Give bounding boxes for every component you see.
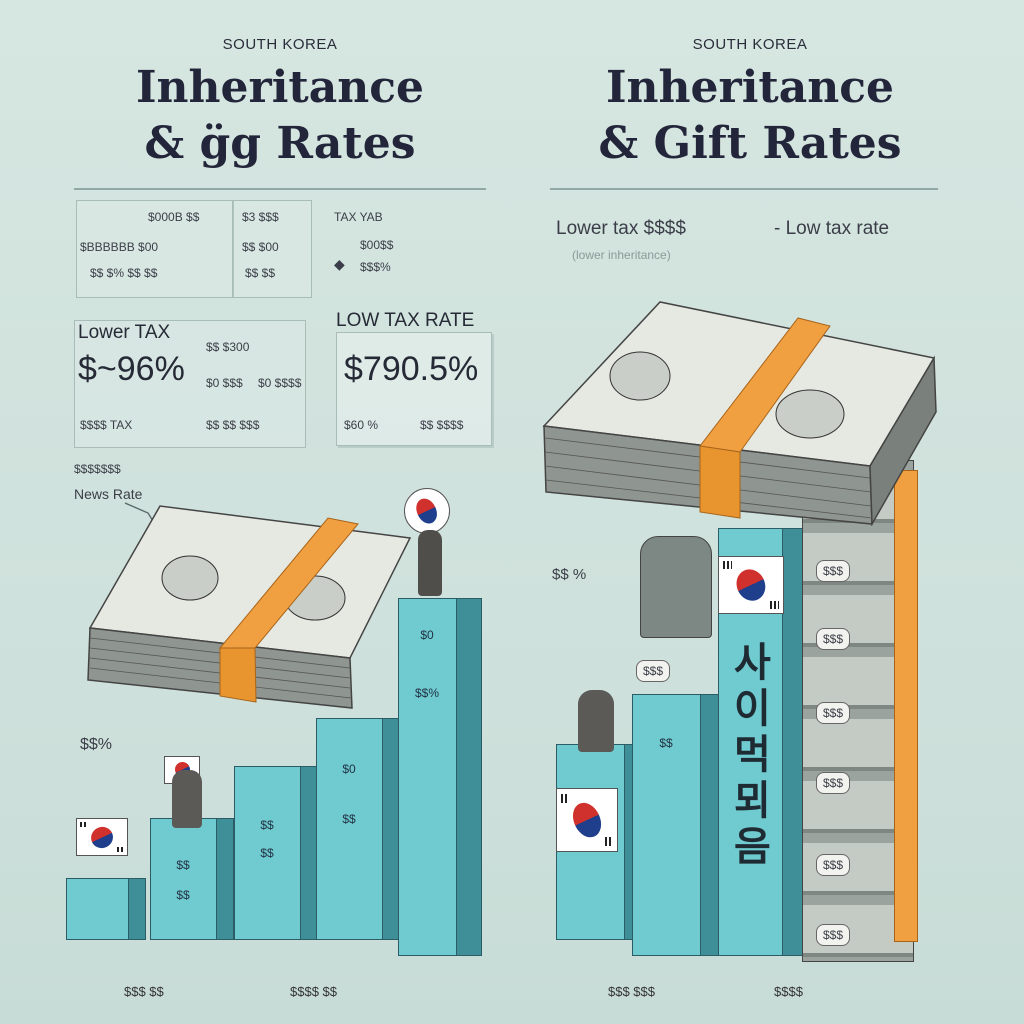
low-tax-rate-text: - Low tax rate <box>774 218 890 239</box>
left-table-text: TAX YAB <box>334 210 383 224</box>
korean-vertical-text: 사이먹뫼음 <box>734 641 771 869</box>
small-value: $0 $$$$ <box>258 376 302 390</box>
korean-flag-icon <box>76 818 128 856</box>
korean-flag-icon <box>718 556 784 614</box>
lower-tax-value: $~96% <box>78 350 185 388</box>
stack-label: $$$ <box>816 560 851 582</box>
bar-sublabel: $$ <box>342 812 356 826</box>
bar <box>66 878 146 940</box>
left-table-text: $BBBBBB $00 <box>80 240 159 254</box>
figure-icon <box>578 690 614 752</box>
small-value: $$ $$$$ <box>420 418 464 432</box>
stack-label: $$$ <box>816 924 851 946</box>
bottom-label: $$$ $$ <box>124 984 164 999</box>
small-value: $0 $$$ <box>206 376 243 390</box>
low-tax-rate-box <box>336 332 492 446</box>
lower-tax-text: Lower tax $$$$ <box>556 218 686 239</box>
right-panel: SOUTH KOREA Inheritance & Gift Rates Low… <box>512 0 1024 1024</box>
bar-label: $0 <box>342 762 356 776</box>
low-tax-rate-value: $790.5% <box>344 350 479 388</box>
stack-label: $$$ <box>816 772 851 794</box>
map-pin-icon: ◆ <box>334 256 345 272</box>
stack-label: $$$ <box>636 660 671 682</box>
small-value: $$$$ TAX <box>80 418 133 432</box>
korean-flag-icon <box>404 488 450 534</box>
stack-label: $$$ <box>816 854 851 876</box>
bar-label: $0 <box>420 628 434 642</box>
small-value: $$ $$ $$$ <box>206 418 260 432</box>
left-table-cell <box>232 200 312 298</box>
left-table-text: $000B $$ <box>148 210 200 224</box>
bar-label: $$ <box>260 818 274 832</box>
left-table-text: $00$$ <box>360 238 394 252</box>
money-stack-icon <box>87 505 412 709</box>
small-value: $$ $300 <box>206 340 250 354</box>
right-title-line2: & Gift Rates <box>598 118 902 169</box>
side-note: $$$$$$$ <box>74 462 121 476</box>
right-subtitle: SOUTH KOREA <box>692 36 808 53</box>
bar: $0 $$ <box>316 718 400 940</box>
side-note: News Rate <box>74 486 143 502</box>
bottom-label: $$$$ $$ <box>290 984 337 999</box>
bar: $$ <box>632 694 722 956</box>
bar-sublabel: $$ <box>176 888 190 902</box>
korean-flag-icon <box>556 788 618 852</box>
money-stack-icon <box>542 301 937 526</box>
right-divider <box>550 188 938 190</box>
left-table-text: $$ $00 <box>242 240 279 254</box>
left-title-line2: & g̈g Rates <box>144 118 416 169</box>
bar: $$ $$ <box>234 766 318 940</box>
stack-label: $$$ <box>816 628 851 650</box>
left-table-text: $$ $% $$ $$ <box>90 266 158 280</box>
figure-icon <box>640 536 712 638</box>
small-value: $60 % <box>344 418 379 432</box>
pct-label: $$ % <box>552 566 587 583</box>
left-subtitle: SOUTH KOREA <box>222 36 338 53</box>
bar-sublabel: $$ <box>260 846 274 860</box>
left-title-line1: Inheritance <box>135 62 425 113</box>
left-table-text: $$ $$ <box>245 266 276 280</box>
figure-icon <box>172 770 202 828</box>
left-divider <box>74 188 486 190</box>
bar-label: $$ <box>176 858 190 872</box>
lower-tax-label: Lower TAX <box>78 322 171 343</box>
bottom-label: $$$ $$$ <box>608 984 655 999</box>
left-table-text: $3 $$$ <box>242 210 279 224</box>
left-table-cell <box>76 200 234 298</box>
pct-label: $$% <box>80 736 113 753</box>
bottom-label: $$$$ <box>774 984 803 999</box>
left-table-text: $$$% <box>360 260 391 274</box>
lower-tax-box <box>74 320 306 448</box>
bar-label: $$ <box>659 736 673 750</box>
stack-label: $$$ <box>816 702 851 724</box>
left-panel: SOUTH KOREA Inheritance & g̈g Rates $000… <box>66 36 492 999</box>
bar-sublabel: $$% <box>414 686 440 700</box>
right-title-line1: Inheritance <box>605 62 895 113</box>
figure-icon <box>418 530 442 596</box>
low-tax-rate-label: LOW TAX RATE <box>336 310 475 331</box>
sub-note: (lower inheritance) <box>572 248 671 262</box>
bar: $0 $$% <box>398 598 482 956</box>
orange-band <box>894 470 918 942</box>
bar: $$ $$ <box>150 818 234 940</box>
